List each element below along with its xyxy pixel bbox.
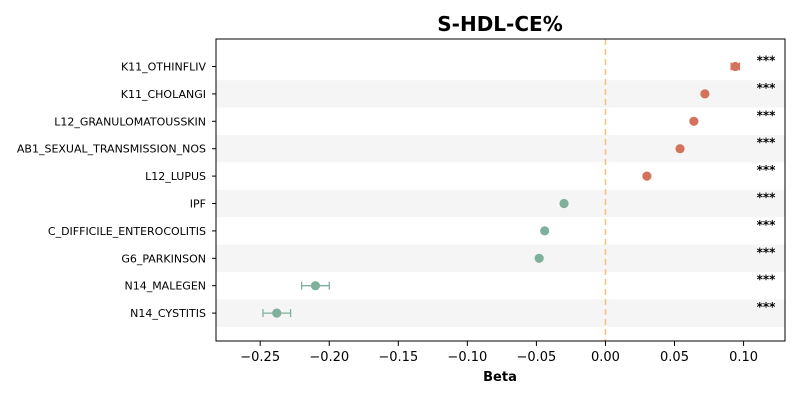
significance-label: *** bbox=[757, 191, 777, 205]
x-tick-label: −0.15 bbox=[378, 350, 418, 365]
row-band bbox=[216, 299, 785, 326]
category-label: N14_MALEGEN bbox=[124, 280, 206, 293]
data-point bbox=[675, 144, 684, 153]
significance-label: *** bbox=[757, 300, 777, 314]
category-label: AB1_SEXUAL_TRANSMISSION_NOS bbox=[17, 143, 206, 156]
data-point bbox=[559, 199, 568, 208]
data-point-group: *** bbox=[731, 54, 776, 72]
significance-label: *** bbox=[757, 54, 777, 68]
x-axis: −0.25 −0.20 −0.15 −0.10 −0.05 0.00 0.05 0.10 bbox=[240, 341, 758, 365]
category-label: N14_CYSTITIS bbox=[130, 307, 206, 320]
data-point bbox=[311, 281, 320, 290]
category-label: G6_PARKINSON bbox=[121, 252, 206, 265]
x-tick-label: −0.05 bbox=[516, 350, 556, 365]
row-band bbox=[216, 135, 785, 162]
x-tick-label: −0.20 bbox=[309, 350, 349, 365]
significance-label: *** bbox=[757, 163, 777, 177]
category-label: K11_OTHINFLIV bbox=[121, 61, 207, 74]
row-band bbox=[216, 80, 785, 107]
data-point bbox=[540, 226, 549, 235]
data-point-group: *** bbox=[689, 108, 776, 126]
category-label: L12_GRANULOMATOUSSKIN bbox=[54, 115, 206, 128]
category-label: K11_CHOLANGI bbox=[121, 88, 206, 101]
data-point-group: *** bbox=[540, 218, 776, 236]
significance-label: *** bbox=[757, 108, 777, 122]
x-tick-label: −0.25 bbox=[240, 350, 280, 365]
x-tick-label: −0.10 bbox=[447, 350, 487, 365]
chart-title: S-HDL-CE% bbox=[437, 12, 562, 36]
data-point bbox=[731, 62, 740, 71]
category-label: C_DIFFICILE_ENTEROCOLITIS bbox=[48, 225, 206, 238]
data-point bbox=[689, 117, 698, 126]
row-band bbox=[216, 245, 785, 272]
category-label: IPF bbox=[190, 198, 206, 211]
x-axis-label: Beta bbox=[483, 370, 517, 385]
x-tick-label: 0.00 bbox=[591, 350, 620, 365]
significance-label: *** bbox=[757, 273, 777, 287]
data-point bbox=[642, 172, 651, 181]
significance-label: *** bbox=[757, 136, 777, 150]
data-point bbox=[700, 89, 709, 98]
x-tick-label: 0.10 bbox=[729, 350, 758, 365]
row-bands bbox=[216, 80, 785, 327]
significance-label: *** bbox=[757, 218, 777, 232]
significance-label: *** bbox=[757, 245, 777, 259]
data-point bbox=[272, 309, 281, 318]
x-tick-label: 0.05 bbox=[660, 350, 689, 365]
y-axis-labels: K11_OTHINFLIV K11_CHOLANGI L12_GRANULOMATO… bbox=[17, 61, 216, 321]
data-point-group: *** bbox=[642, 163, 776, 181]
data-point-group: *** bbox=[302, 273, 777, 291]
data-point bbox=[535, 254, 544, 263]
significance-label: *** bbox=[757, 81, 777, 95]
row-band bbox=[216, 190, 785, 217]
category-label: L12_LUPUS bbox=[145, 170, 206, 183]
